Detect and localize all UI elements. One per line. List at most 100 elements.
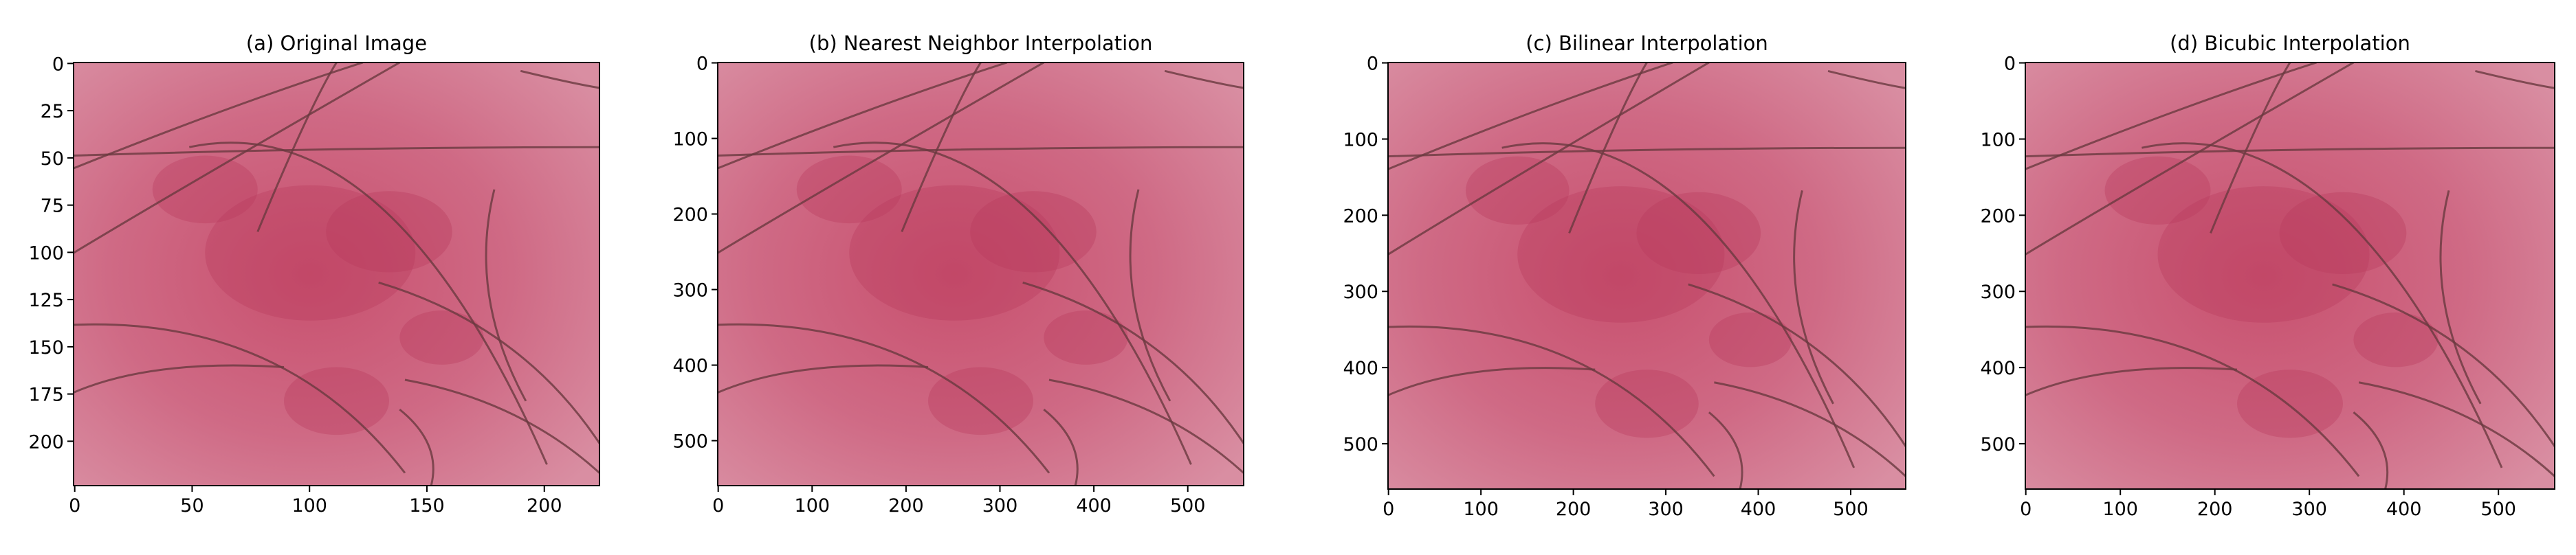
x-tick-label: 0	[712, 495, 724, 517]
x-tick-label: 300	[982, 495, 1018, 517]
hair	[1709, 412, 1742, 489]
y-tick-label: 200	[1343, 205, 1378, 227]
y-tick-label: 100	[1980, 129, 2016, 150]
x-tick-label: 300	[2291, 499, 2327, 520]
y-tick-label: 75	[41, 196, 64, 217]
lesion	[796, 155, 902, 224]
hair	[902, 63, 981, 231]
hair	[718, 147, 1244, 155]
hair	[486, 190, 526, 401]
panel-title: (a) Original Image	[246, 32, 427, 55]
hair	[2476, 71, 2555, 88]
hair	[74, 324, 405, 473]
x-tick-label: 200	[527, 495, 562, 517]
hair	[1828, 71, 1906, 88]
x-tick-label: 0	[1383, 499, 1394, 520]
y-tick-label: 25	[41, 101, 64, 122]
x-tick-label: 500	[2480, 499, 2516, 520]
panel: (c) Bilinear Interpolation 0 100 200 300 400 5…	[1343, 32, 1906, 520]
hair	[1044, 409, 1077, 486]
hair	[833, 143, 1191, 464]
lesion	[2157, 186, 2370, 323]
hair	[1388, 148, 1906, 156]
hair	[1023, 282, 1244, 443]
y-tick-label: 50	[41, 148, 64, 170]
lesion	[399, 310, 484, 365]
image	[2025, 63, 2555, 489]
panel-title: (c) Bilinear Interpolation	[1526, 32, 1768, 55]
lesion	[2353, 312, 2439, 367]
y-tick-label: 300	[672, 280, 708, 302]
hair	[74, 63, 363, 168]
hair	[1388, 63, 1709, 254]
hair	[1502, 144, 1854, 468]
y-tick-label: 0	[2004, 54, 2016, 75]
hair	[718, 324, 1049, 473]
x-tick-label: 200	[2197, 499, 2233, 520]
x-tick-label: 0	[69, 495, 80, 517]
hair	[1130, 190, 1170, 401]
y-tick-label: 200	[28, 431, 64, 453]
panel: (d) Bicubic Interpolation 0 100 200 300 400 50…	[1980, 32, 2555, 520]
x-tick-label: 400	[1741, 499, 1776, 520]
y-tick-label: 125	[28, 290, 64, 311]
hair	[1388, 368, 1595, 396]
y-tick-label: 500	[672, 431, 708, 453]
lesion	[970, 191, 1097, 273]
hair	[189, 143, 547, 464]
lesion	[326, 191, 452, 273]
hair	[718, 365, 928, 392]
x-tick-label: 0	[2020, 499, 2032, 520]
hair	[2025, 63, 2317, 169]
y-tick-label: 0	[696, 54, 708, 75]
x-tick-label: 300	[1648, 499, 1684, 520]
hair	[74, 147, 599, 155]
hair	[2142, 144, 2502, 468]
lesion	[1465, 156, 1570, 225]
hair	[520, 71, 599, 88]
panel: (b) Nearest Neighbor Interpolation 0 100 20…	[672, 32, 1244, 517]
hair	[1714, 383, 1906, 477]
x-tick-label: 500	[1833, 499, 1869, 520]
y-tick-label: 500	[1343, 434, 1378, 455]
axes-frame	[717, 62, 1244, 486]
x-tick-label: 200	[1556, 499, 1592, 520]
x-tick-label: 200	[888, 495, 924, 517]
y-tick-label: 0	[52, 54, 64, 75]
hair	[1570, 63, 1647, 233]
hair	[405, 380, 599, 473]
hair	[379, 282, 599, 443]
image	[74, 63, 599, 486]
hair	[1688, 284, 1906, 446]
x-tick-label: 100	[795, 495, 830, 517]
hair	[2353, 412, 2387, 489]
lesion	[1636, 192, 1761, 275]
lesion	[849, 185, 1060, 321]
image	[718, 63, 1244, 486]
lesion	[1044, 310, 1128, 365]
lesion	[2104, 156, 2211, 225]
hair	[2025, 326, 2359, 476]
hair	[2359, 383, 2555, 477]
hair	[399, 409, 433, 486]
hair	[2025, 148, 2555, 156]
hair	[1794, 190, 1834, 403]
hair	[258, 63, 337, 231]
x-tick-label: 100	[1463, 499, 1499, 520]
texture	[74, 63, 599, 486]
image	[1388, 63, 1906, 489]
axes-frame	[1387, 62, 1906, 490]
axes-frame	[73, 62, 600, 486]
texture	[718, 63, 1244, 486]
y-tick-label: 200	[1980, 205, 2016, 227]
hair	[2441, 190, 2480, 403]
hair	[2025, 63, 2353, 254]
y-tick-label: 100	[672, 129, 708, 150]
y-tick-label: 175	[28, 385, 64, 406]
hair	[718, 63, 1044, 253]
hair	[2211, 63, 2291, 233]
lesion	[1708, 312, 1792, 367]
y-tick-label: 400	[672, 356, 708, 377]
texture	[2025, 63, 2555, 489]
